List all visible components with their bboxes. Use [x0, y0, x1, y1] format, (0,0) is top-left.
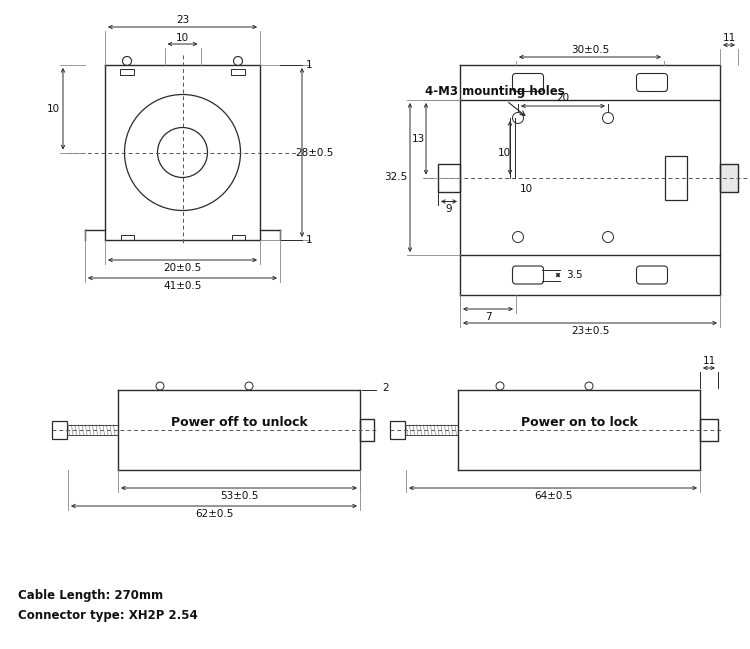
Text: 11: 11 — [702, 356, 715, 366]
Text: 20±0.5: 20±0.5 — [164, 263, 202, 273]
Text: 13: 13 — [411, 134, 424, 143]
Text: 28±0.5: 28±0.5 — [295, 147, 333, 158]
Bar — [700, 419, 718, 441]
Text: 10: 10 — [497, 148, 511, 158]
Bar — [720, 164, 738, 191]
Circle shape — [585, 382, 593, 390]
Circle shape — [156, 382, 164, 390]
Text: 9: 9 — [446, 204, 452, 215]
Text: 1: 1 — [306, 235, 313, 245]
Text: Connector type: XH2P 2.54: Connector type: XH2P 2.54 — [18, 609, 198, 622]
Circle shape — [122, 56, 131, 66]
Bar — [232, 235, 244, 240]
Text: Power off to unlock: Power off to unlock — [170, 415, 308, 428]
Text: 7: 7 — [484, 312, 491, 322]
Text: 10: 10 — [520, 184, 532, 195]
Text: 1: 1 — [306, 60, 313, 70]
Circle shape — [245, 382, 253, 390]
Bar — [438, 164, 460, 191]
Bar — [121, 235, 134, 240]
Bar — [120, 69, 134, 75]
Bar — [390, 421, 405, 439]
Circle shape — [496, 382, 504, 390]
Bar — [52, 421, 67, 439]
Bar — [665, 156, 687, 199]
Text: 53±0.5: 53±0.5 — [220, 491, 258, 501]
Bar — [231, 69, 245, 75]
Text: 2: 2 — [382, 383, 388, 393]
Text: 10: 10 — [176, 33, 189, 43]
Text: 3.5: 3.5 — [566, 270, 583, 280]
Text: 20: 20 — [556, 93, 569, 103]
Text: 10: 10 — [46, 104, 59, 114]
Circle shape — [233, 56, 242, 66]
Text: 30±0.5: 30±0.5 — [571, 45, 609, 55]
Text: Power on to lock: Power on to lock — [520, 415, 638, 428]
Text: 11: 11 — [722, 33, 736, 43]
Text: 62±0.5: 62±0.5 — [195, 509, 233, 519]
Bar — [360, 419, 374, 441]
Text: Cable Length: 270mm: Cable Length: 270mm — [18, 589, 164, 602]
Text: 4-M3 mounting holes: 4-M3 mounting holes — [425, 85, 565, 116]
Text: 64±0.5: 64±0.5 — [534, 491, 572, 501]
Text: 41±0.5: 41±0.5 — [164, 281, 202, 291]
Text: 32.5: 32.5 — [384, 173, 408, 182]
Text: 23±0.5: 23±0.5 — [571, 326, 609, 336]
Text: 23: 23 — [176, 15, 189, 25]
